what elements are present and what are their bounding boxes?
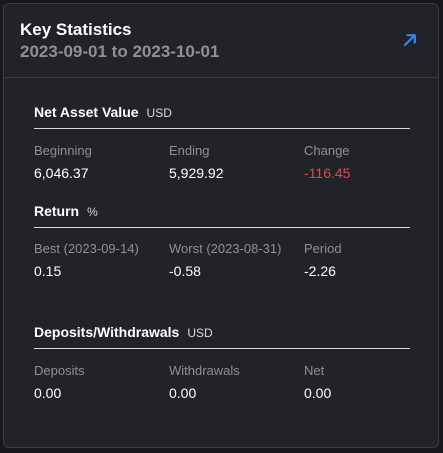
stat-period: Period -2.26 xyxy=(304,238,429,282)
section-title: Deposits/Withdrawals xyxy=(34,324,180,340)
stat-change: Change -116.45 xyxy=(304,140,429,184)
stat-beginning: Beginning 6,046.37 xyxy=(34,140,159,184)
stat-best: Best (2023-09-14) 0.15 xyxy=(34,238,144,282)
stat-label: Period xyxy=(304,241,342,256)
stat-value: 6,046.37 xyxy=(34,165,89,181)
return-section: Return% Best (2023-09-14) 0.15 Worst (20… xyxy=(34,203,410,279)
stat-value: -2.26 xyxy=(304,263,336,279)
stat-label: Change xyxy=(304,143,350,158)
section-header: Net Asset Value USD xyxy=(34,104,410,129)
arrow-up-right-icon[interactable] xyxy=(402,32,418,48)
stat-value: 0.00 xyxy=(34,385,62,401)
stat-value-negative: -116.45 xyxy=(304,165,351,181)
stat-worst: Worst (2023-08-31) -0.58 xyxy=(169,238,284,282)
date-range: 2023-09-01 to 2023-10-01 xyxy=(20,42,220,61)
stat-label: Worst (2023-08-31) xyxy=(169,241,282,256)
stat-withdrawals: Withdrawals 0.00 xyxy=(169,360,294,404)
stat-value: -0.58 xyxy=(169,263,201,279)
stat-deposits: Deposits 0.00 xyxy=(34,360,159,404)
key-statistics-card: Key Statistics 2023-09-01 to 2023-10-01 … xyxy=(3,3,439,448)
stat-ending: Ending 5,929.92 xyxy=(169,140,294,184)
deposits-withdrawals-section: Deposits/Withdrawals USD Deposits 0.00 Wi… xyxy=(34,324,410,401)
stat-label: Best (2023-09-14) xyxy=(34,241,139,256)
section-unit: USD xyxy=(187,326,213,340)
section-header: Deposits/Withdrawals USD xyxy=(34,324,410,349)
section-header: Return% xyxy=(34,203,410,228)
stat-value: 0.15 xyxy=(34,263,62,279)
stat-value: 5,929.92 xyxy=(169,165,224,181)
stat-label: Net xyxy=(304,363,325,378)
stat-value: 0.00 xyxy=(169,385,197,401)
stat-label: Beginning xyxy=(34,143,92,158)
stat-net: Net 0.00 xyxy=(304,360,429,404)
stat-label: Ending xyxy=(169,143,210,158)
section-title: Net Asset Value xyxy=(34,104,139,120)
section-title: Return xyxy=(34,203,80,219)
stat-label: Deposits xyxy=(34,363,85,378)
card-header: Key Statistics 2023-09-01 to 2023-10-01 xyxy=(4,4,438,78)
stat-value: 0.00 xyxy=(304,385,332,401)
stat-label: Withdrawals xyxy=(169,363,240,378)
section-unit: % xyxy=(87,205,98,219)
section-unit: USD xyxy=(146,106,172,120)
card-title: Key Statistics xyxy=(20,20,132,39)
net-asset-value-section: Net Asset Value USD Beginning 6,046.37 En… xyxy=(34,104,410,181)
